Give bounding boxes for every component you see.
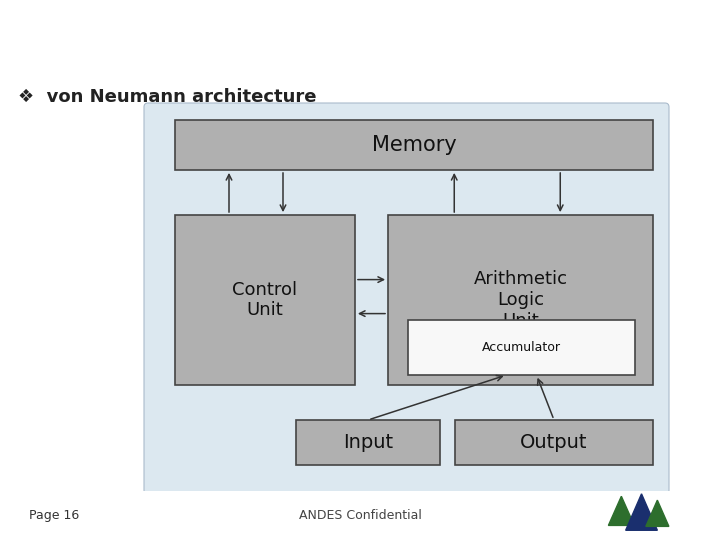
Text: Accumulator: Accumulator [482, 341, 561, 354]
Text: Input: Input [343, 433, 393, 452]
Bar [408, 320, 635, 375]
Text: Output: Output [521, 433, 588, 452]
Bar [175, 120, 653, 170]
Bar [388, 215, 653, 385]
Text: Arithmetic
Logic
Unit: Arithmetic Logic Unit [474, 270, 567, 330]
Bar [455, 420, 653, 465]
FancyBboxPatch shape [144, 103, 669, 494]
Polygon shape [608, 496, 634, 525]
Text: Page 16: Page 16 [29, 509, 79, 522]
Bar [296, 420, 440, 465]
Text: Control
Unit: Control Unit [233, 281, 297, 319]
Text: Computer architecture taxonomy: Computer architecture taxonomy [16, 25, 510, 52]
Bar [175, 215, 355, 385]
Text: ❖  von Neumann architecture: ❖ von Neumann architecture [18, 88, 317, 106]
Polygon shape [626, 494, 657, 530]
Polygon shape [646, 500, 669, 526]
Text: Memory: Memory [372, 135, 456, 155]
Text: ANDES Confidential: ANDES Confidential [299, 509, 421, 522]
